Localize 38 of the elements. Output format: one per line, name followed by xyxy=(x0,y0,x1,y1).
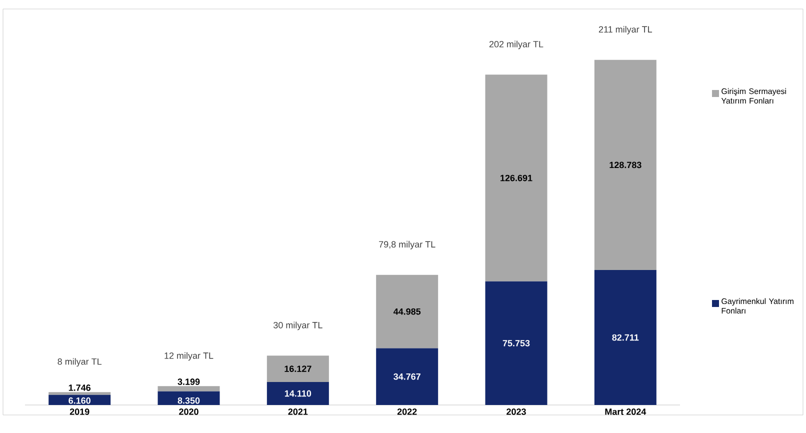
data-label: 16.127 xyxy=(284,366,312,372)
annotation: 30 milyar TL xyxy=(274,322,322,330)
legend-label: Girişim Sermayesi Yatırım Fonları xyxy=(721,88,786,104)
data-label: 82.711 xyxy=(612,334,639,341)
data-label: 44.985 xyxy=(393,308,421,315)
bar xyxy=(158,386,220,392)
data-label: 3.199 xyxy=(178,378,200,385)
bar xyxy=(485,281,548,405)
x-tick-label: 2020 xyxy=(179,408,198,415)
bar xyxy=(594,60,656,270)
bar xyxy=(376,348,438,405)
annotation: 8 milyar TL xyxy=(58,358,102,367)
data-label: 8.350 xyxy=(178,397,200,404)
x-tick-label: 2023 xyxy=(506,408,526,415)
data-label: 126.691 xyxy=(500,174,532,182)
data-label: 75.753 xyxy=(502,340,530,346)
bar xyxy=(48,394,111,405)
data-label: 6.160 xyxy=(68,397,90,404)
bar xyxy=(266,356,329,382)
x-tick-label: 2019 xyxy=(70,408,90,415)
bar xyxy=(594,270,656,405)
bar xyxy=(48,392,111,395)
annotation: 202 milyar TL xyxy=(489,40,544,50)
annotation: 79,8 milyar TL xyxy=(379,240,436,250)
annotation: 211 milyar TL xyxy=(598,26,652,34)
data-label: 128.783 xyxy=(610,162,642,168)
annotation: 12 milyar TL xyxy=(164,352,214,361)
x-tick-label: Mart 2024 xyxy=(605,408,646,415)
legend-label: Gayrimenkul Yatırım Fonları xyxy=(722,298,794,314)
data-label: 34.767 xyxy=(394,373,420,380)
data-label: 1.746 xyxy=(68,384,91,391)
bar xyxy=(485,74,548,282)
x-tick-label: 2022 xyxy=(397,408,417,415)
bar xyxy=(376,274,438,348)
x-tick-label: 2021 xyxy=(288,408,308,415)
data-label: 14.110 xyxy=(284,390,312,397)
bar xyxy=(158,391,220,405)
bar xyxy=(266,382,329,405)
